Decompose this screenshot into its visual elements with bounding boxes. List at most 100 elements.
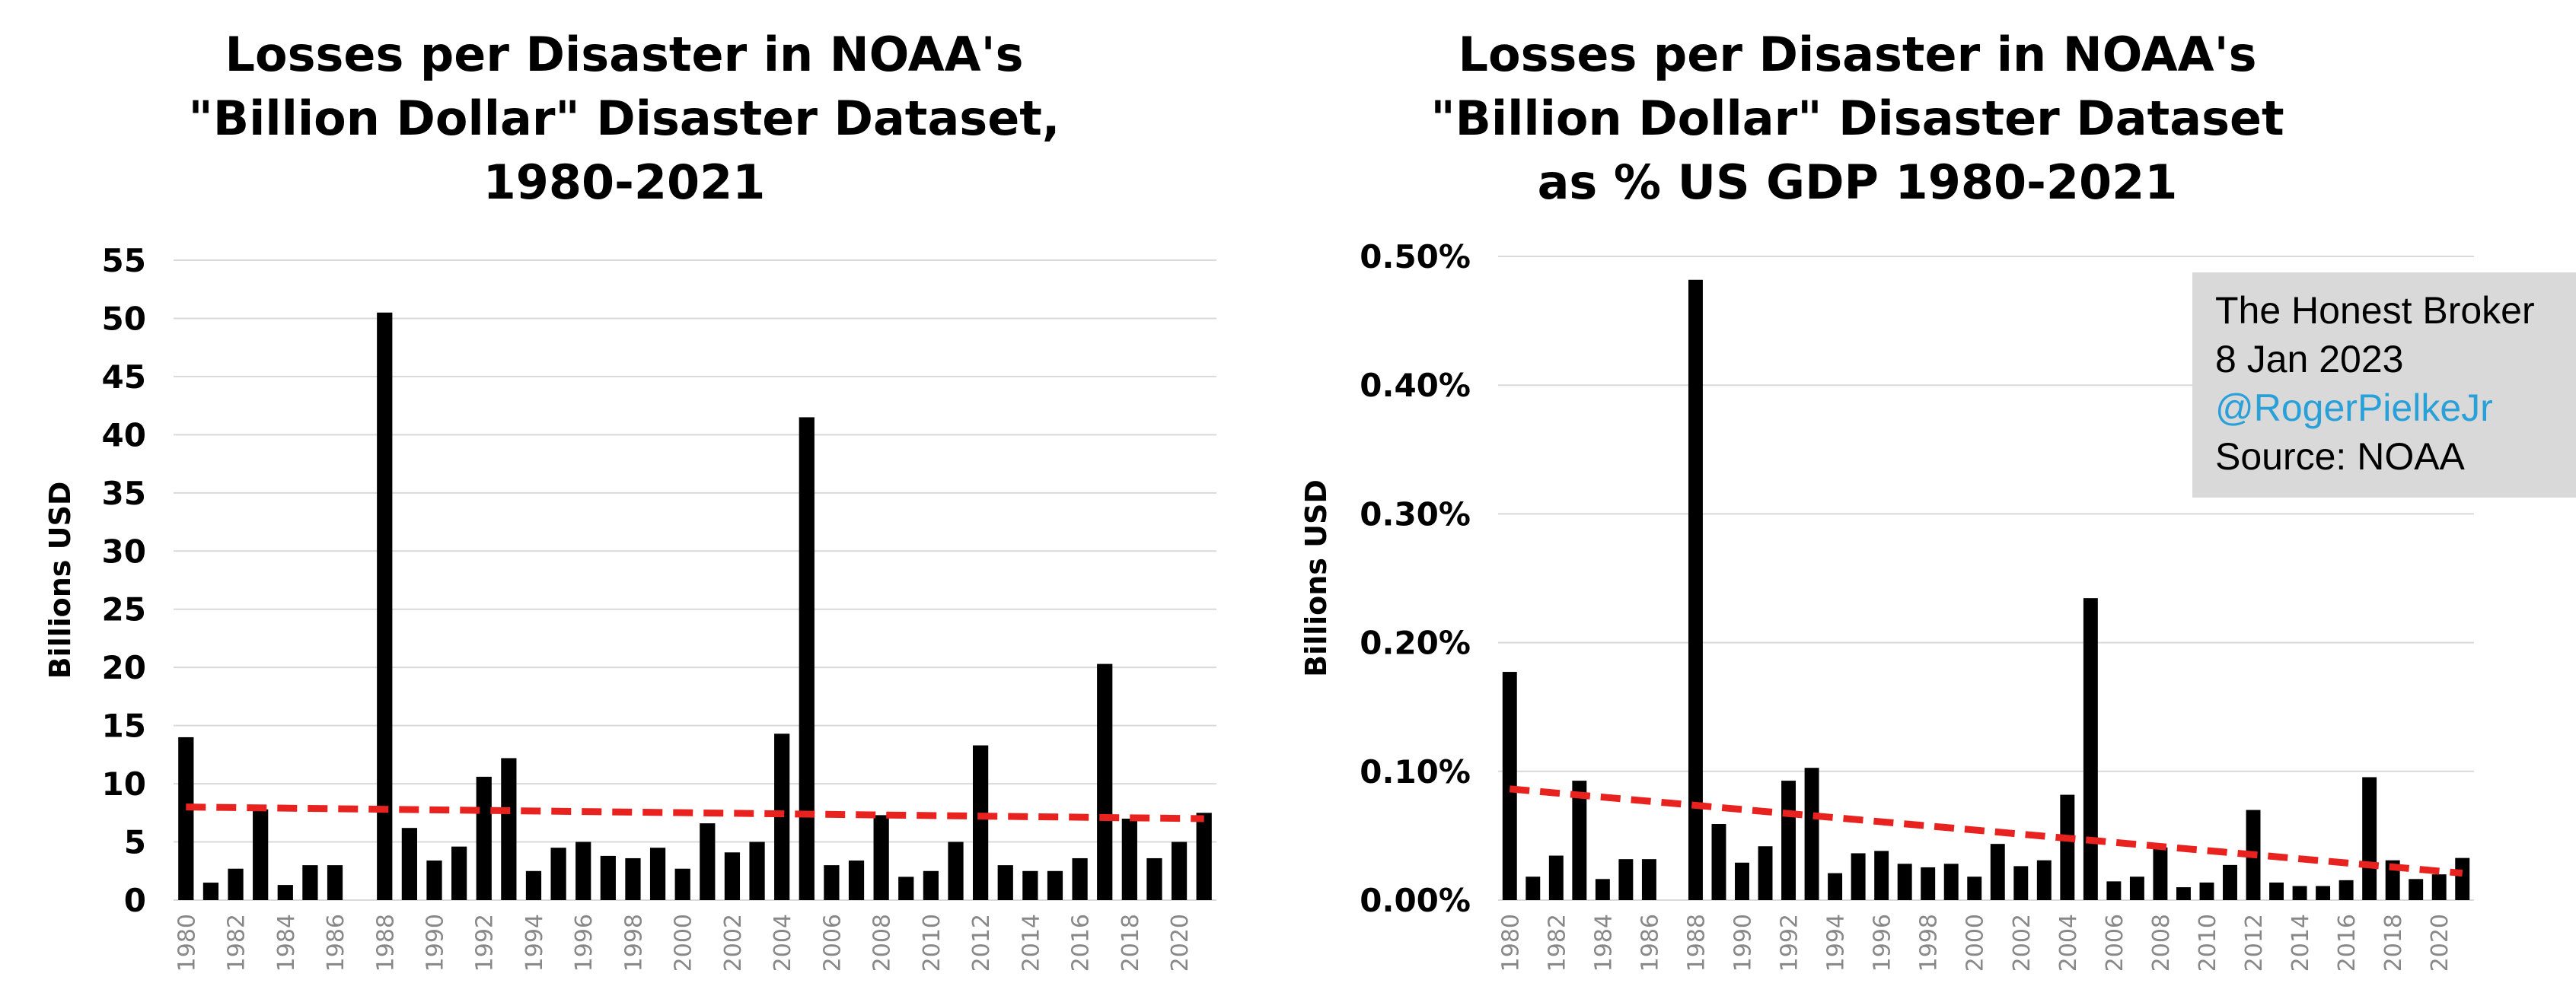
bar <box>1943 864 1959 900</box>
x-tick-label: 2016 <box>1068 914 1095 972</box>
bar <box>1572 781 1587 900</box>
bar <box>1526 877 1541 900</box>
bar <box>1548 855 1564 900</box>
bar <box>799 417 815 900</box>
bar <box>1146 857 1162 900</box>
bar <box>600 855 616 900</box>
x-tick-label: 2016 <box>2334 914 2361 972</box>
x-tick-label: 2002 <box>720 914 747 972</box>
bar <box>1758 846 1773 900</box>
y-tick-label: 50 <box>102 300 146 337</box>
bar <box>2036 860 2052 900</box>
bar <box>2455 857 2470 900</box>
y-axis-title: Billions USD <box>1299 479 1333 677</box>
author-handle-link[interactable]: @RogerPielkeJr <box>2215 387 2493 429</box>
x-tick-label: 2018 <box>1117 914 1144 972</box>
attribution-line: The Honest Broker <box>2215 289 2535 332</box>
bar <box>700 823 716 900</box>
bar <box>2338 880 2354 900</box>
bar <box>1618 859 1634 900</box>
trend-line <box>1509 785 2463 877</box>
x-tick-label: 2006 <box>2102 914 2128 972</box>
bar <box>401 828 417 900</box>
x-tick-label: 1982 <box>224 914 250 972</box>
x-tick-label: 1996 <box>1870 914 1896 972</box>
y-tick-label: 0.20% <box>1360 625 1471 662</box>
bar <box>948 842 964 900</box>
x-tick-label: 2000 <box>1962 914 1989 972</box>
bar <box>1196 813 1212 900</box>
chart-title: Losses per Disaster in NOAA's "Billion D… <box>1430 27 2284 210</box>
y-tick-label: 40 <box>102 416 146 453</box>
bar <box>501 758 517 900</box>
x-tick-label: 2010 <box>919 914 945 972</box>
bar <box>2269 882 2284 900</box>
bar <box>525 870 542 900</box>
x-tick-label: 1980 <box>174 914 200 972</box>
x-tick-label: 1998 <box>1916 914 1943 972</box>
bar <box>2409 879 2424 900</box>
bar <box>923 870 939 900</box>
bar <box>2153 847 2168 900</box>
y-tick-label: 0.30% <box>1360 495 1471 533</box>
chart-left: Losses per Disaster in NOAA's "Billion D… <box>0 0 1248 999</box>
x-tick-label: 2004 <box>2055 914 2082 972</box>
bar <box>178 737 194 900</box>
bar <box>302 865 318 900</box>
bar <box>1711 824 1726 900</box>
y-axis-title: Billions USD <box>43 482 77 679</box>
bar <box>2060 794 2075 900</box>
bar <box>451 846 467 900</box>
bar <box>1781 781 1797 900</box>
bar <box>1502 672 1517 900</box>
bar <box>1735 862 1749 900</box>
bar <box>649 848 666 900</box>
bar <box>1990 844 2005 900</box>
x-tick-label: 1994 <box>521 914 548 972</box>
y-tick-label: 0 <box>124 882 146 919</box>
bar <box>1921 867 1936 900</box>
bar <box>1897 864 1912 900</box>
bar <box>2199 882 2214 900</box>
y-tick-label: 0.50% <box>1360 238 1471 275</box>
bar <box>2223 864 2237 900</box>
y-tick-label: 5 <box>124 824 146 861</box>
x-tick-label: 1992 <box>472 914 499 972</box>
bar <box>1688 279 1703 900</box>
chart-title: Losses per Disaster in NOAA's "Billion D… <box>188 27 1060 210</box>
bar <box>2129 877 2144 900</box>
bar <box>674 868 690 900</box>
bar <box>253 809 269 900</box>
bar <box>997 865 1013 900</box>
bar <box>724 852 741 900</box>
bar <box>973 745 989 900</box>
x-tick-label: 1984 <box>273 914 300 972</box>
bar <box>550 848 566 900</box>
bar <box>1072 857 1088 900</box>
x-tick-label: 1990 <box>1730 914 1757 972</box>
x-tick-label: 1982 <box>1544 914 1570 972</box>
bar <box>1828 873 1843 900</box>
y-tick-label: 25 <box>102 591 146 628</box>
bar <box>625 857 641 900</box>
x-tick-label: 2014 <box>1018 914 1044 972</box>
bar <box>1874 851 1889 900</box>
bar <box>2083 598 2098 900</box>
y-tick-label: 30 <box>102 533 146 570</box>
bar <box>1641 859 1656 900</box>
x-tick-label: 2020 <box>1167 914 1194 972</box>
y-tick-label: 20 <box>102 649 146 686</box>
x-tick-label: 1988 <box>372 914 399 972</box>
bar <box>476 776 492 900</box>
bar <box>377 312 393 900</box>
x-tick-label: 1994 <box>1823 914 1850 972</box>
x-tick-label: 2020 <box>2427 914 2453 972</box>
x-tick-label: 2008 <box>869 914 896 972</box>
x-tick-label: 2006 <box>819 914 846 972</box>
x-tick-label: 1998 <box>620 914 647 972</box>
bar <box>2292 886 2307 900</box>
bar <box>575 842 591 900</box>
x-tick-label: 2018 <box>2380 914 2407 972</box>
y-tick-label: 45 <box>102 358 146 396</box>
bar <box>1022 870 1038 900</box>
